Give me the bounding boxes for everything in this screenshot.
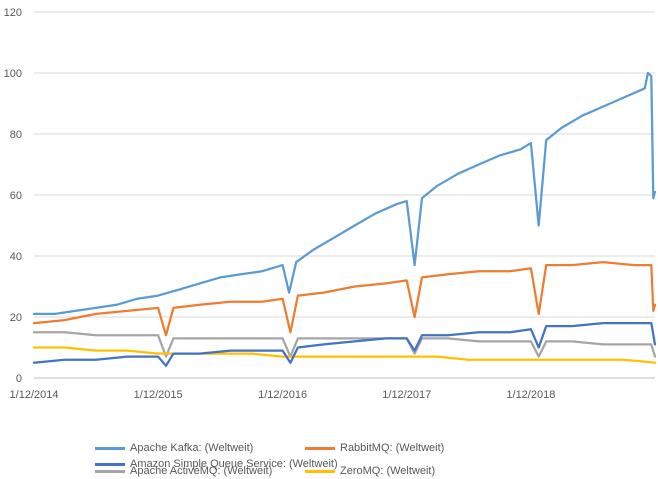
legend-swatch-kafka — [95, 446, 125, 450]
series-line-0 — [32, 71, 657, 316]
y-tick-label: 100 — [4, 68, 22, 80]
legend: Apache Kafka: (Weltweit) RabbitMQ: (Welt… — [0, 436, 658, 477]
legend-item-sqs: Amazon Simple Queue Service: (Weltweit) — [95, 458, 338, 470]
y-axis-tick-labels: 0 20 40 60 80 100 120 — [4, 7, 22, 385]
series-line-4 — [32, 321, 657, 367]
series-line-3 — [32, 346, 657, 364]
legend-label-zeromq: ZeroMQ: (Weltweit) — [340, 465, 436, 477]
legend-item-zeromq: ZeroMQ: (Weltweit) — [305, 465, 435, 477]
y-tick-label: 60 — [10, 190, 22, 202]
series-line-2 — [32, 331, 657, 358]
legend-swatch-rabbitmq — [305, 446, 335, 450]
legend-swatch-activemq — [95, 469, 125, 473]
y-tick-label: 120 — [4, 7, 22, 19]
x-tick-label: 1/12/2014 — [10, 389, 59, 401]
legend-label-kafka: Apache Kafka: (Weltweit) — [130, 442, 254, 454]
series-lines — [32, 71, 657, 367]
y-tick-label: 40 — [10, 251, 22, 263]
x-tick-label: 1/12/2015 — [134, 389, 183, 401]
legend-item-kafka: Apache Kafka: (Weltweit) — [95, 442, 253, 454]
legend-label-rabbitmq: RabbitMQ: (Weltweit) — [340, 442, 445, 454]
x-axis-tick-labels: 1/12/2014 1/12/2015 1/12/2016 1/12/2017 1/12… — [10, 389, 556, 401]
legend-label-activemq: Apache ActiveMQ: (Weltweit) — [130, 465, 273, 477]
x-tick-label: 1/12/2017 — [382, 389, 431, 401]
legend-swatch-zeromq — [305, 469, 335, 473]
series-line-1 — [32, 260, 657, 337]
gridlines — [34, 11, 655, 379]
legend-label-sqs: Amazon Simple Queue Service: (Weltweit) — [130, 458, 338, 470]
legend-item-activemq: Apache ActiveMQ: (Weltweit) — [95, 465, 272, 477]
y-tick-label: 20 — [10, 312, 22, 324]
x-tick-label: 1/12/2016 — [258, 389, 307, 401]
legend-swatch-sqs — [95, 462, 125, 466]
y-tick-label: 0 — [16, 373, 22, 385]
y-tick-label: 80 — [10, 129, 22, 141]
x-tick-label: 1/12/2018 — [506, 389, 555, 401]
legend-item-rabbitmq: RabbitMQ: (Weltweit) — [305, 442, 444, 454]
